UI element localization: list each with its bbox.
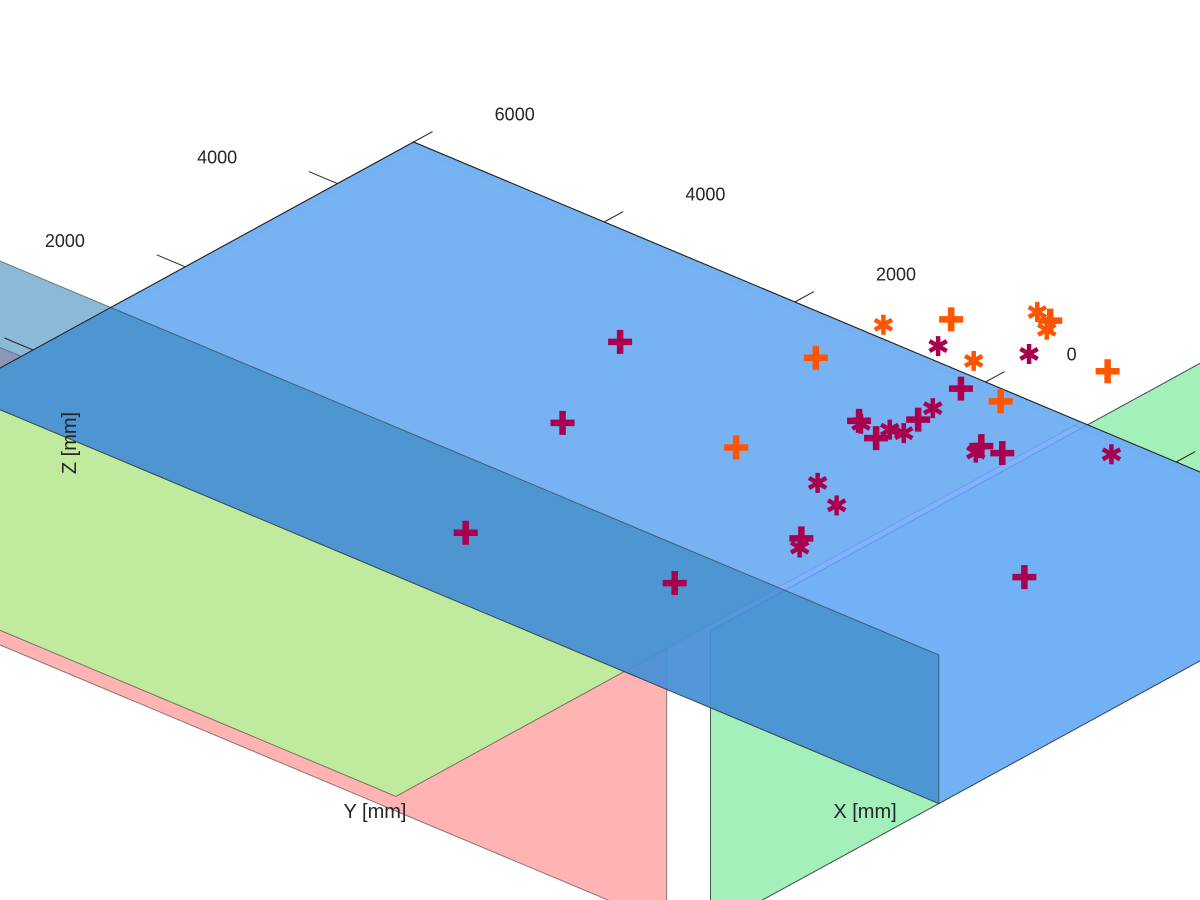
x-tick-mark <box>985 371 1005 383</box>
x-tick-mark <box>603 211 624 223</box>
x-tick-mark <box>413 131 433 143</box>
scatter-markers <box>453 302 1122 596</box>
y-tick-label: 2000 <box>45 231 85 251</box>
plus-marker <box>453 520 478 545</box>
y-tick-label: 4000 <box>197 148 237 168</box>
plus-marker <box>803 345 828 370</box>
z-axis-label: Z [mm] <box>59 412 81 474</box>
x-tick-label: 4000 <box>685 184 725 204</box>
star-marker <box>1019 343 1039 364</box>
star-marker <box>1027 302 1048 323</box>
y-tick-mark <box>156 254 186 268</box>
plus-marker <box>939 307 964 332</box>
plus-marker <box>864 426 889 451</box>
star-marker <box>880 419 900 440</box>
x-tick-label: 0 <box>1067 344 1077 364</box>
x-tick-mark <box>794 291 815 303</box>
plus-marker <box>906 407 931 432</box>
star-marker <box>1101 444 1122 465</box>
star-marker <box>851 413 871 434</box>
star-marker <box>826 495 847 516</box>
star-marker <box>893 423 914 444</box>
star-marker <box>966 442 986 463</box>
y-tick-mark <box>4 337 34 351</box>
plus-marker <box>1012 565 1037 590</box>
axes: -4000-20000200040006000-4000-20000200040… <box>0 104 1200 473</box>
x-axis-label: X [mm] <box>833 801 896 823</box>
plus-marker <box>990 441 1015 466</box>
star-marker <box>789 537 810 558</box>
plus-marker <box>1095 359 1120 384</box>
star-marker <box>928 336 948 357</box>
star-marker <box>923 398 943 419</box>
room-walls <box>0 141 1200 900</box>
y-axis-label: Y [mm] <box>344 801 407 823</box>
star-marker <box>873 314 894 335</box>
plus-marker <box>988 389 1013 414</box>
x-tick-label: 6000 <box>495 104 535 124</box>
plus-marker <box>724 435 749 460</box>
plus-marker <box>662 571 687 596</box>
y-tick-mark <box>308 171 338 185</box>
x-tick-label: 2000 <box>876 264 916 284</box>
y-axis-line <box>0 141 414 369</box>
star-marker <box>1036 319 1057 340</box>
star-marker <box>807 472 828 493</box>
star-marker <box>963 350 984 371</box>
plus-marker <box>550 410 575 435</box>
plus-marker <box>608 329 633 354</box>
x-axis-line <box>413 141 1200 473</box>
plus-marker <box>948 376 973 401</box>
x-tick-mark <box>1175 451 1196 463</box>
